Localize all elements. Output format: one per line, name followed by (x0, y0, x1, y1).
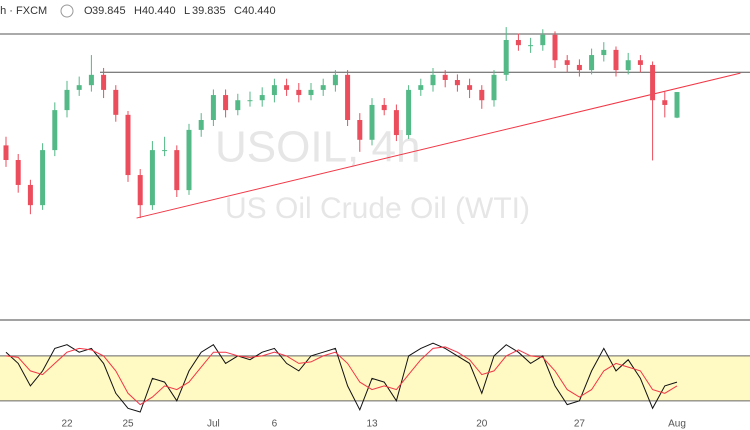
candle-body (186, 129, 192, 191)
ohlc-value: 40.440 (242, 5, 276, 17)
candle-body (223, 95, 229, 111)
header: 4h · FXCM (0, 4, 74, 18)
candle-body (576, 64, 582, 71)
stoch-k-line (5, 342, 678, 413)
x-tick-label: 22 (61, 419, 73, 430)
candle-body (259, 95, 265, 101)
candle-body (101, 74, 107, 90)
candle-body (564, 60, 570, 65)
ohlc-prefix: L (184, 5, 190, 17)
candle-body (601, 49, 607, 56)
candle-body (650, 64, 656, 101)
x-tick-label: 20 (476, 419, 488, 430)
candle-body (528, 45, 534, 47)
candle-body (320, 85, 326, 90)
candle-body (27, 184, 33, 206)
candle-body (345, 74, 351, 120)
candle-body (76, 85, 82, 90)
trendline (136, 72, 741, 219)
candle-body (198, 120, 204, 130)
candle-body (174, 150, 180, 191)
candle-body (40, 150, 46, 206)
candle-body (357, 120, 363, 140)
candle-body (479, 89, 485, 101)
x-tick-label: 13 (366, 419, 378, 430)
candle-body (467, 85, 473, 90)
candle-body (149, 150, 155, 206)
symbol: 4h · FXCM (0, 5, 47, 17)
candle-body (406, 89, 412, 136)
x-tick-label: 25 (122, 419, 134, 430)
candle-body (503, 40, 509, 75)
candle-body (296, 89, 302, 96)
candle-body (284, 85, 290, 90)
candle-body (442, 74, 448, 80)
candle-body (637, 60, 643, 65)
candle-body (3, 145, 9, 160)
candle-body (125, 114, 131, 176)
candle-body (393, 110, 399, 136)
candle-body (418, 85, 424, 90)
ohlc-value: 39.845 (92, 5, 126, 17)
candle-body (369, 104, 375, 140)
ohlc-prefix: C (234, 5, 242, 17)
candle-body (625, 60, 631, 71)
ohlc-value: 39.835 (192, 5, 226, 17)
candle-body (540, 34, 546, 46)
candle-body (674, 92, 680, 118)
candle-body (613, 49, 619, 71)
candle-body (515, 40, 521, 46)
candle-body (113, 89, 119, 115)
candle-body (162, 150, 168, 152)
candle-body (491, 74, 497, 101)
candle-body (247, 100, 253, 102)
x-tick-label: 6 (272, 419, 278, 430)
candle-body (662, 100, 668, 105)
watermark: USOIL, 4h (215, 123, 420, 172)
ohlc-prefix: O (84, 5, 93, 17)
x-tick-label: Aug (668, 419, 686, 430)
eye-icon[interactable] (60, 4, 74, 18)
candle-body (381, 104, 387, 111)
x-tick-label: 27 (574, 419, 586, 430)
candle-body (210, 95, 216, 120)
candle-body (15, 160, 21, 185)
candle-body (589, 55, 595, 71)
candle-body (454, 80, 460, 86)
x-tick-label: Jul (207, 419, 220, 430)
candle-body (308, 89, 314, 96)
stoch-band (0, 355, 750, 401)
watermark-subtitle: US Oil Crude Oil (WTI) (225, 192, 530, 225)
candle-body (430, 74, 436, 86)
ohlc-value: 40.440 (142, 5, 176, 17)
candle-body (235, 100, 241, 111)
candle-body (137, 175, 143, 206)
candle-body (271, 85, 277, 96)
candle-body (52, 110, 58, 151)
candle-body (332, 74, 338, 86)
candle-body (552, 34, 558, 61)
stoch-d-line (5, 346, 678, 406)
candle-body (88, 74, 94, 86)
candle-body (64, 89, 70, 111)
ohlc-prefix: H (134, 5, 142, 17)
